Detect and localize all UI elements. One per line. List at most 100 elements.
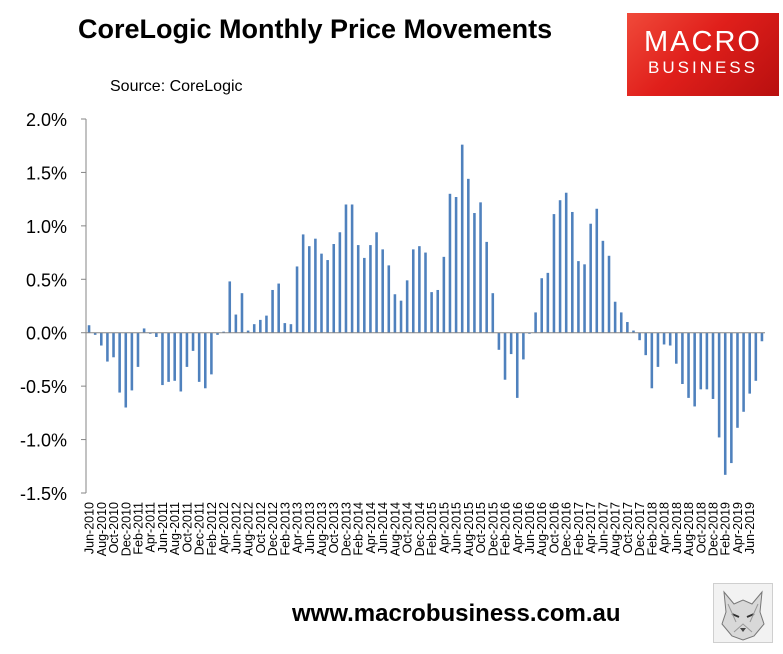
x-tick-label: Oct-2011 <box>180 502 194 553</box>
x-tick-label: Dec-2010 <box>119 502 133 556</box>
x-tick-label: Jun-2016 <box>523 502 537 554</box>
x-tick-label: Dec-2013 <box>339 502 353 556</box>
bar <box>515 332 519 398</box>
bar <box>644 332 647 356</box>
x-tick-label: Apr-2013 <box>291 502 305 553</box>
bar <box>564 192 568 333</box>
bar <box>387 265 391 333</box>
x-tick-label: Apr-2017 <box>584 502 598 553</box>
bar <box>583 264 586 333</box>
bar <box>106 332 109 362</box>
x-tick-label: Feb-2011 <box>132 502 146 555</box>
y-tick-label: 0.5% <box>26 270 67 290</box>
bar <box>405 280 409 333</box>
bar <box>485 241 488 333</box>
bar <box>442 256 446 333</box>
bar <box>259 319 262 333</box>
bar <box>314 238 317 333</box>
bar <box>155 332 158 337</box>
bar <box>363 257 366 333</box>
x-tick-label: Feb-2012 <box>205 502 219 556</box>
bar <box>558 200 562 333</box>
y-axis-labels: 2.0% 1.5% 1.0% 0.5% 0.0% -0.5% -1.0% -1.5% <box>20 110 67 504</box>
bar <box>754 332 758 381</box>
x-tick-label: Jun-2010 <box>83 502 97 554</box>
bar <box>332 244 336 333</box>
bar <box>577 261 580 333</box>
bar <box>289 324 293 333</box>
bar <box>222 331 225 333</box>
bar <box>448 193 452 333</box>
bar <box>301 234 305 333</box>
bar <box>393 294 397 333</box>
bar <box>424 252 427 333</box>
bar <box>228 281 232 333</box>
bar <box>736 332 739 428</box>
x-tick-label: Feb-2014 <box>352 502 366 556</box>
bar <box>112 332 115 358</box>
footer-url: www.macrobusiness.com.au <box>292 600 621 627</box>
x-tick-label: Aug-2015 <box>462 502 476 556</box>
chart-title: CoreLogic Monthly Price Movements <box>78 14 553 44</box>
x-tick-label: Feb-2019 <box>719 502 733 556</box>
bar <box>460 144 464 333</box>
wolf-logo-icon <box>713 583 773 643</box>
x-tick-label: Oct-2014 <box>401 502 415 553</box>
bar <box>179 332 183 392</box>
x-tick-label: Jun-2012 <box>229 502 243 554</box>
bar <box>454 197 458 333</box>
y-tick-label: 1.5% <box>26 163 67 183</box>
x-tick-label: Aug-2012 <box>242 502 256 556</box>
x-tick-label: Dec-2011 <box>193 502 207 555</box>
bar <box>522 332 525 360</box>
bar <box>118 332 121 393</box>
bar <box>93 332 97 335</box>
bar <box>571 211 574 333</box>
logo-line-1: MACRO <box>644 26 762 58</box>
bar <box>693 332 696 407</box>
x-tick-label: Dec-2012 <box>266 502 280 556</box>
x-tick-label: Aug-2016 <box>535 502 549 556</box>
bar <box>191 332 195 351</box>
bar <box>687 332 690 398</box>
bar <box>650 332 654 389</box>
x-tick-label: Jun-2015 <box>450 502 464 554</box>
bar <box>540 278 544 333</box>
bar <box>613 301 617 333</box>
x-tick-label: Feb-2016 <box>499 502 513 556</box>
bars <box>87 144 764 475</box>
bar <box>528 332 531 334</box>
x-tick-label: Oct-2017 <box>621 502 635 553</box>
bar <box>730 332 733 464</box>
x-tick-label: Aug-2010 <box>95 502 109 556</box>
x-tick-label: Oct-2016 <box>547 502 561 553</box>
bar <box>356 245 360 333</box>
x-tick-label: Dec-2017 <box>633 502 647 556</box>
x-tick-label: Apr-2018 <box>658 502 672 553</box>
bar <box>271 289 274 333</box>
bar <box>479 202 482 333</box>
bar <box>760 332 764 342</box>
bar <box>344 204 348 333</box>
bar <box>699 332 703 390</box>
bar <box>326 260 329 333</box>
bar <box>534 312 537 333</box>
bar <box>717 332 721 438</box>
x-tick-label: Apr-2016 <box>511 502 525 553</box>
x-tick-label: Dec-2014 <box>413 502 427 556</box>
source-label: Source: CoreLogic <box>110 78 243 95</box>
bar <box>265 315 268 333</box>
x-tick-label: Apr-2015 <box>437 502 451 553</box>
bar <box>130 332 134 391</box>
x-tick-label: Jun-2017 <box>596 502 610 554</box>
bar <box>399 300 403 333</box>
x-tick-label: Oct-2018 <box>694 502 708 553</box>
x-tick-label: Feb-2013 <box>278 502 292 556</box>
bar <box>167 332 170 382</box>
y-tick-label: 1.0% <box>26 217 67 237</box>
x-tick-label: Oct-2010 <box>107 502 121 553</box>
x-tick-label: Feb-2015 <box>425 502 439 556</box>
bar <box>619 312 623 333</box>
y-tick-label: -1.5% <box>20 484 67 504</box>
